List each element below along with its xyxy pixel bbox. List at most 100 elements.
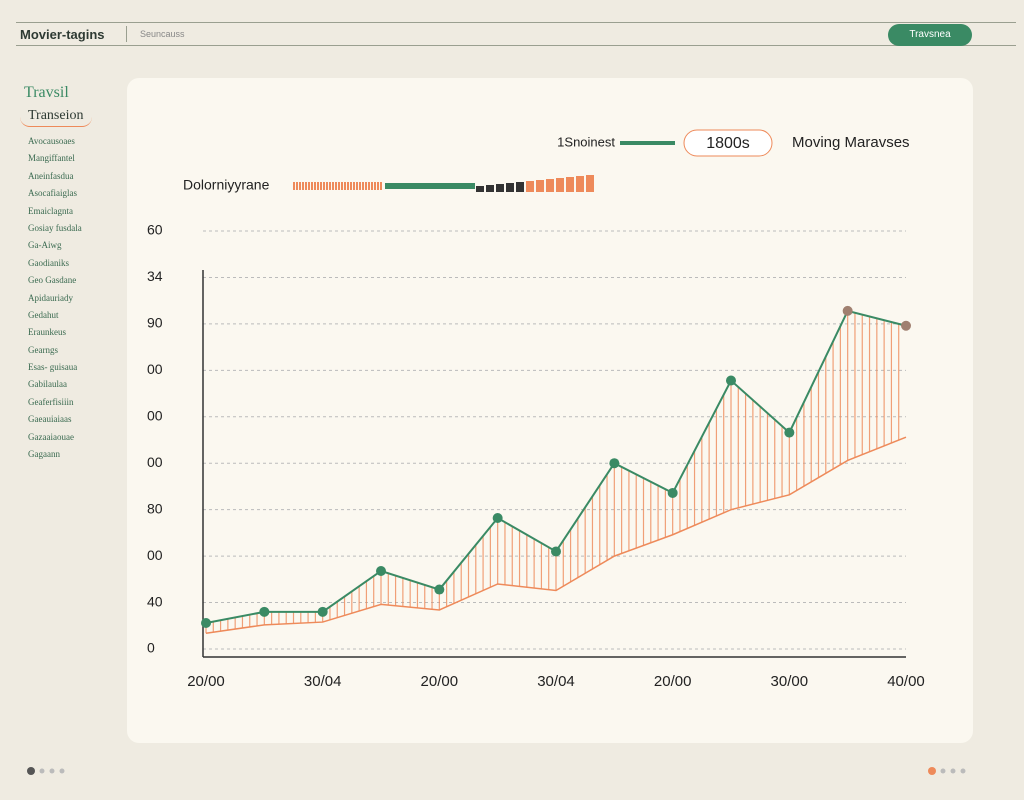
legend-swatch: [338, 182, 340, 190]
legend-swatch: [296, 182, 298, 190]
legend-swatch: [293, 182, 295, 190]
sidebar-item[interactable]: Gabilaulaa: [28, 379, 67, 390]
y-tick-label: 00: [147, 361, 163, 377]
pager-dot[interactable]: [49, 768, 55, 774]
data-point: [726, 375, 736, 386]
legend-swatch: [586, 175, 594, 192]
legend-swatch: [299, 182, 301, 190]
legend-swatch: [311, 182, 313, 190]
legend-swatch: [329, 182, 331, 190]
legend-swatch: [546, 179, 554, 192]
x-tick-label: 30/04: [537, 673, 575, 690]
pager-dot[interactable]: [27, 767, 35, 775]
series-line: [205, 436, 907, 634]
sidebar-item[interactable]: Avocausoaes: [28, 136, 75, 146]
pager-dot[interactable]: [940, 768, 946, 774]
sidebar-item[interactable]: Eraunkeus: [28, 327, 66, 338]
sidebar-item[interactable]: Apidauriady: [28, 292, 73, 303]
x-tick-label: 30/04: [304, 673, 342, 690]
legend-swatch: [347, 182, 349, 190]
pager-dot[interactable]: [39, 768, 45, 774]
x-tick-label: 30/00: [771, 673, 809, 690]
y-tick-label: 00: [147, 547, 163, 563]
legend-swatch: [526, 181, 534, 192]
sidebar-item[interactable]: Gosiay fusdala: [28, 222, 82, 233]
breadcrumb: Seuncauss: [140, 29, 185, 39]
legend-swatch: [556, 178, 564, 192]
sidebar-item[interactable]: Esas- guisaua: [28, 362, 78, 373]
sidebar-item[interactable]: Emaiclagnta: [28, 205, 73, 216]
y-tick-label: 80: [147, 500, 163, 516]
legend-swatch: [476, 186, 484, 192]
data-point: [551, 546, 561, 557]
sidebar-item[interactable]: Asocafiaiglas: [28, 188, 77, 199]
annotation-badge: [683, 129, 773, 157]
sidebar-list: Avocausoaes Mangiffantel Aneinfasdua Asocaf…: [28, 136, 82, 466]
y-tick-label: 34: [147, 268, 163, 284]
legend-swatch: [362, 182, 364, 190]
y-tick-label: 40: [147, 593, 163, 609]
sidebar-heading: Travsil: [24, 84, 69, 101]
legend-swatch: [332, 182, 334, 190]
rule: [16, 22, 1016, 23]
legend-swatch: [516, 182, 524, 192]
data-point: [259, 606, 270, 617]
legend-swatch: [385, 183, 475, 189]
sidebar-active[interactable]: Transeion: [20, 106, 92, 127]
legend-swatch: [380, 182, 382, 190]
data-point: [842, 305, 853, 316]
y-tick-label: 90: [147, 315, 163, 331]
legend-swatch: [486, 185, 494, 192]
legend-swatch: [305, 182, 307, 190]
data-point: [492, 513, 503, 524]
sidebar-item[interactable]: Mangiffantel: [28, 153, 75, 164]
legend-swatch: [377, 182, 379, 190]
sidebar-item[interactable]: Gagaann: [28, 449, 60, 460]
rule: [16, 45, 1016, 46]
pager-dot[interactable]: [928, 767, 936, 775]
y-tick-label: 00: [147, 407, 163, 423]
data-point: [376, 565, 386, 576]
sidebar-item[interactable]: Gearngs: [28, 344, 58, 355]
app-title: Movier-tagins: [20, 27, 105, 42]
legend-swatch: [308, 182, 310, 190]
sidebar-item[interactable]: Aneinfasdua: [28, 170, 74, 181]
chart-subtitle: Moving Maravses: [792, 134, 910, 151]
header-button[interactable]: Travsnea: [888, 24, 972, 46]
legend-swatch: [314, 182, 316, 190]
data-point: [667, 487, 678, 498]
x-tick-label: 20/00: [421, 673, 459, 690]
data-point: [901, 320, 911, 331]
data-point: [784, 427, 795, 438]
x-tick-label: 20/00: [654, 673, 692, 690]
pager-dot[interactable]: [59, 768, 65, 774]
legend-swatch: [506, 183, 514, 192]
legend-swatch: [317, 182, 319, 190]
sidebar-item[interactable]: Gedahut: [28, 309, 59, 320]
legend-swatch: [496, 184, 504, 192]
data-point: [201, 617, 211, 628]
pager-dot[interactable]: [960, 768, 966, 774]
sidebar-item[interactable]: Gaeauiaiaas: [28, 414, 72, 425]
legend-swatch: [371, 182, 373, 190]
legend-swatch: [326, 182, 328, 190]
data-point: [434, 584, 445, 595]
legend-swatch: [374, 182, 376, 190]
pager-dot[interactable]: [950, 768, 956, 774]
legend-swatch: [323, 182, 325, 190]
sidebar-item[interactable]: Geaferfisiiin: [28, 396, 74, 407]
annotation: 1800s: [706, 135, 750, 152]
sidebar-item[interactable]: Gaodianiks: [28, 257, 69, 268]
legend-swatch: [536, 180, 544, 192]
sidebar-item[interactable]: Gazaaiaouae: [28, 431, 74, 442]
sidebar-item[interactable]: Ga-Aiwg: [28, 240, 62, 251]
legend-swatch: [350, 182, 352, 190]
legend-swatch: [335, 182, 337, 190]
legend-swatch: [368, 182, 370, 190]
legend-swatch: [576, 176, 584, 192]
x-tick-label: 20/00: [187, 673, 225, 690]
legend-swatch: [356, 182, 358, 190]
sidebar-item[interactable]: Geo Gasdane: [28, 275, 77, 286]
